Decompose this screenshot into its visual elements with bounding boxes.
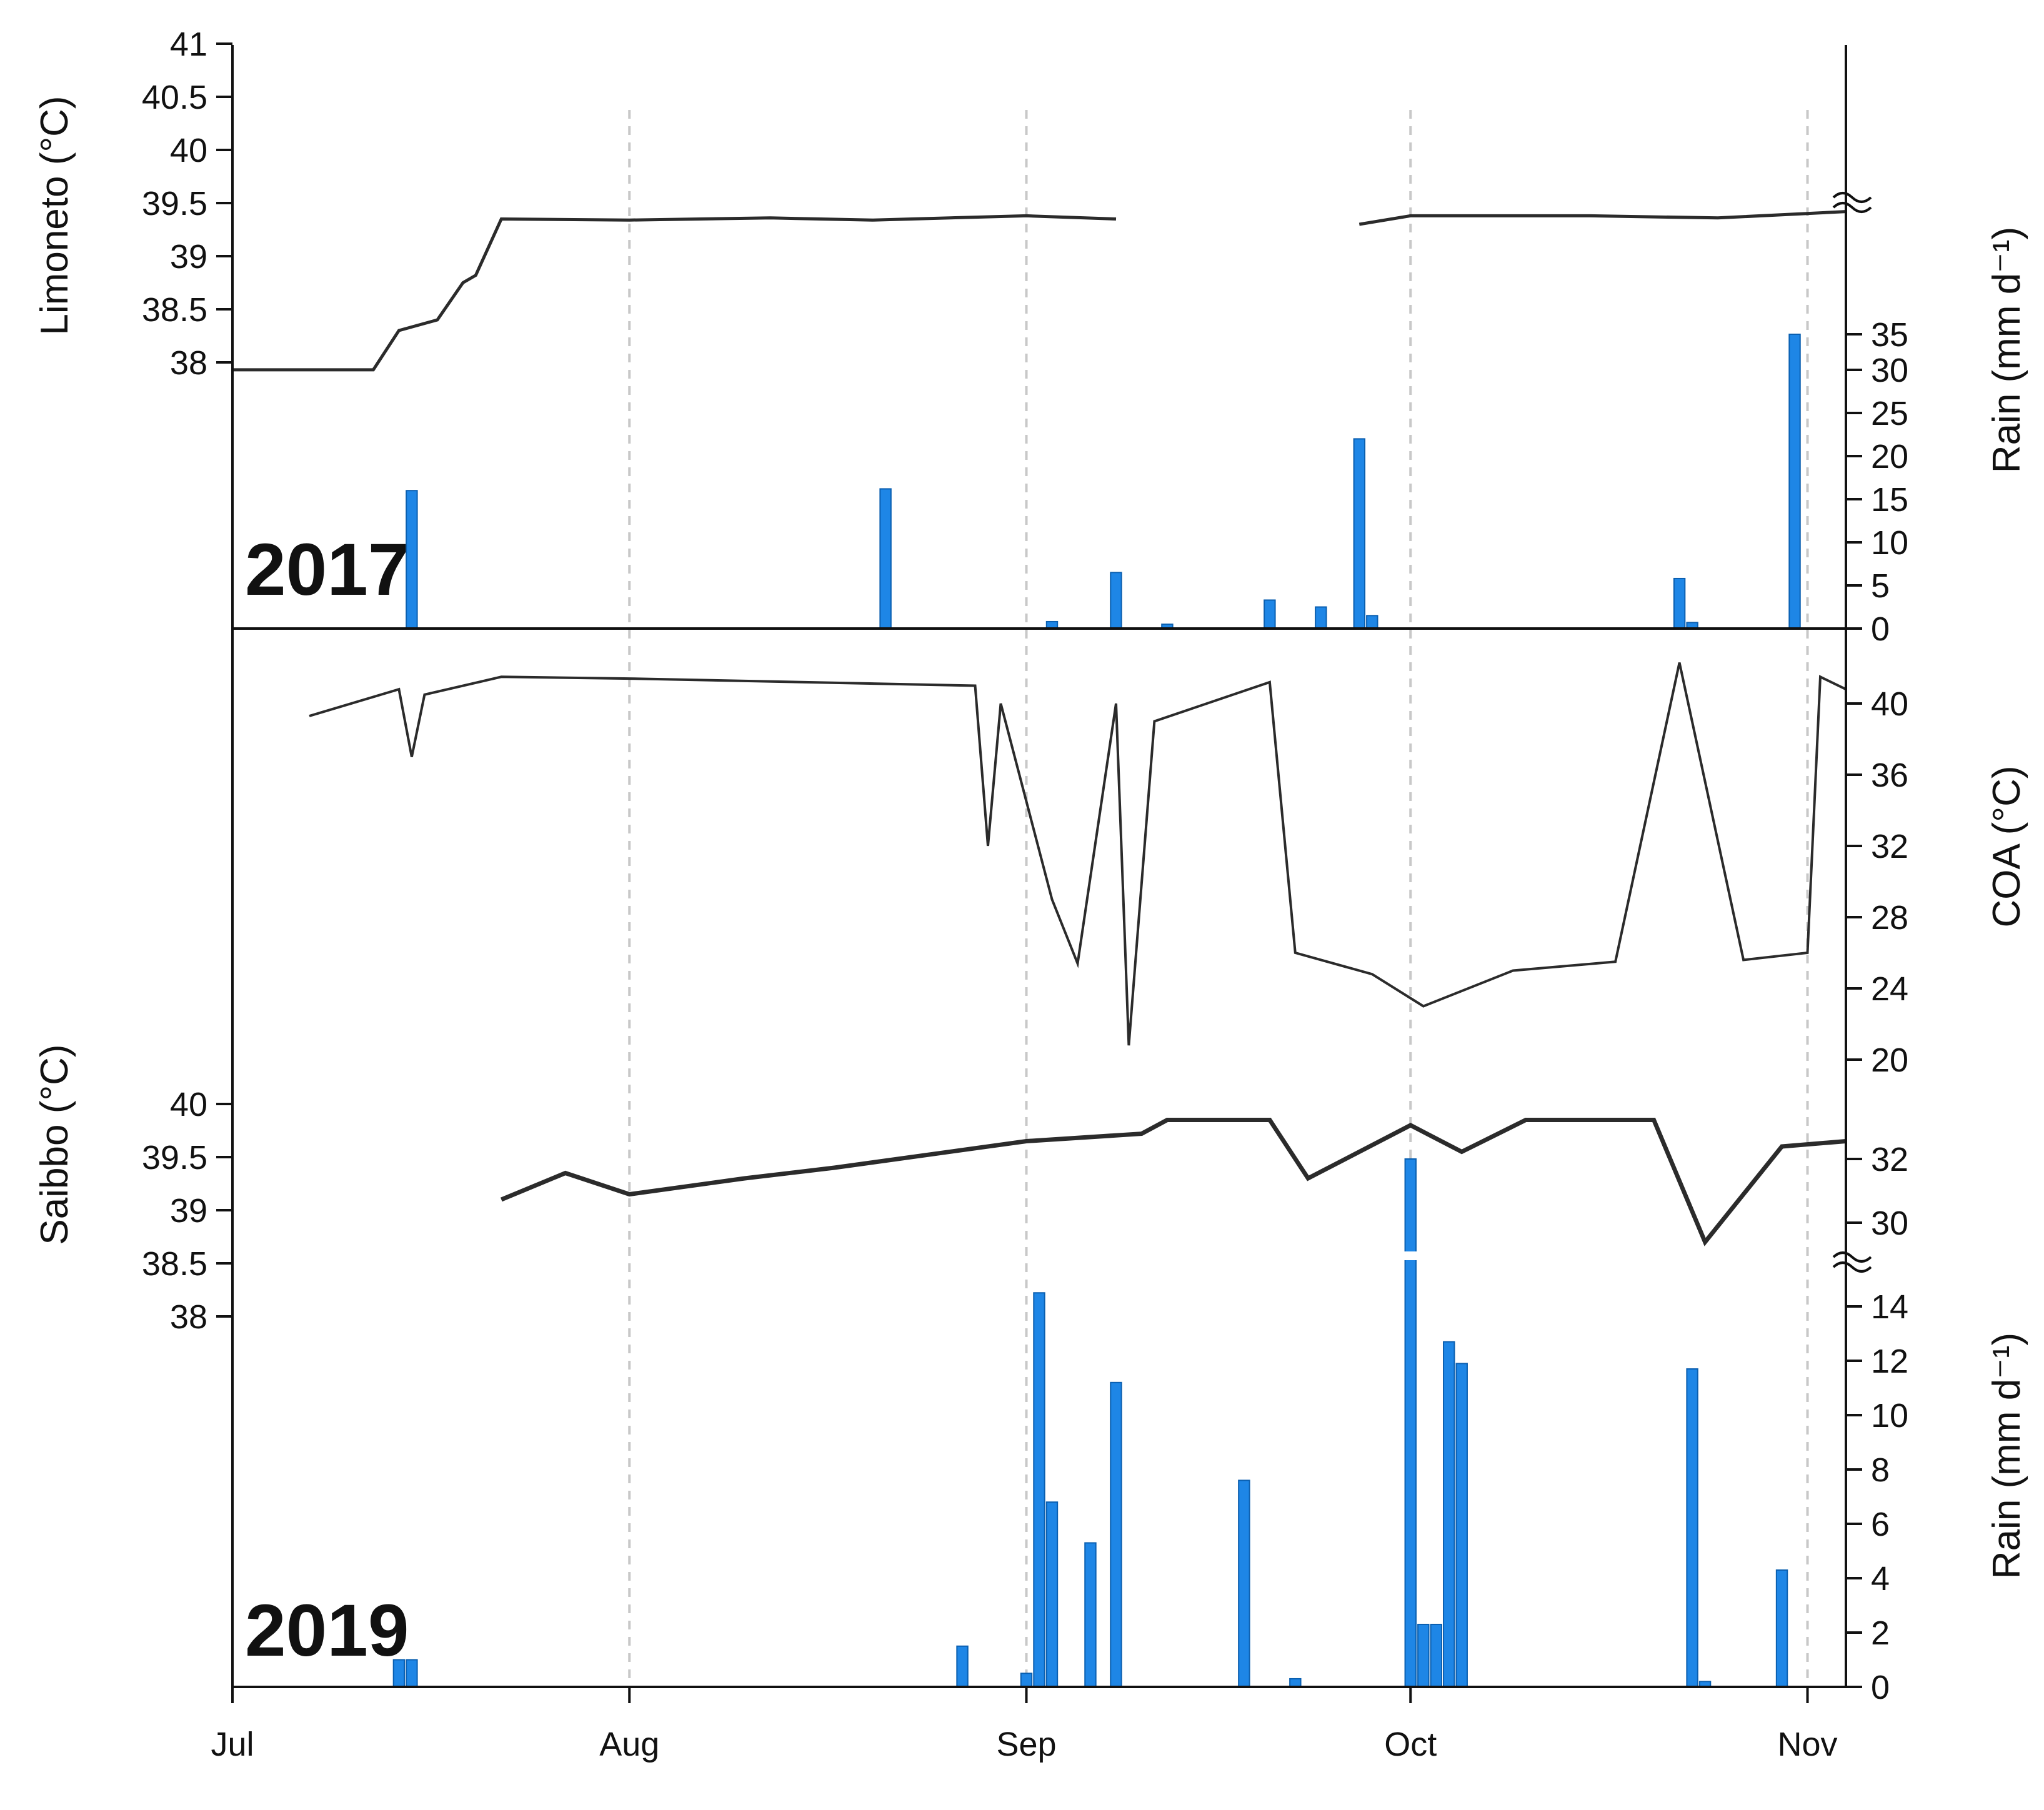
saibbo-axis-title: Saibbo (°C) <box>33 1044 76 1245</box>
p1-rain-bar-7 <box>1353 438 1366 630</box>
limoneto-tick-5: 40.5 <box>142 79 207 116</box>
p2-rain-tick-2: 4 <box>1871 1560 1890 1598</box>
saibbo-tick-4: 40 <box>170 1086 207 1123</box>
p2-rain-tick-4: 8 <box>1871 1451 1890 1489</box>
p2-rain-bar-8 <box>1238 1479 1250 1688</box>
p1-rain-tick-6: 30 <box>1871 352 1908 389</box>
coa-temperature-line <box>309 662 1847 1046</box>
p2-rain-tick-5: 10 <box>1871 1397 1908 1435</box>
coa-tick-4: 36 <box>1871 757 1908 794</box>
p2-rain-bar-7 <box>1110 1381 1122 1688</box>
p2-rain-tick-7: 14 <box>1871 1288 1908 1326</box>
p1-bar-break-0 <box>1787 187 1802 195</box>
limoneto-tick-3: 39.5 <box>142 185 207 222</box>
p2-rain-tick-6: 12 <box>1871 1343 1908 1380</box>
axis-labels: Jul Aug Sep Oct Nov3838.53939.54040.54105101… <box>33 26 2028 1763</box>
p2-rain-bar-11 <box>1417 1623 1430 1688</box>
limoneto-temperature-line <box>232 214 1117 372</box>
limoneto-tick-1: 38.5 <box>142 291 207 329</box>
x-tick-label-4: Nov <box>1778 1726 1838 1763</box>
p1-rain-tick-3: 15 <box>1871 481 1908 519</box>
p1-rain-tick-1: 5 <box>1871 567 1890 605</box>
p1-rain-tick-7: 35 <box>1871 316 1908 354</box>
p1-rain-tick-5: 25 <box>1871 395 1908 432</box>
p1-rain-bar-6 <box>1315 606 1327 629</box>
p2-rain-bar-13 <box>1443 1341 1455 1688</box>
p2-rain-bar-2 <box>956 1645 969 1688</box>
p2-rain-tick-0: 0 <box>1871 1669 1890 1706</box>
p2-rain-bar-12 <box>1430 1623 1442 1688</box>
p2-rain-tick-8: 30 <box>1871 1205 1908 1242</box>
limoneto-tick-2: 39 <box>170 238 207 276</box>
saibbo-temperature-line <box>500 1118 1847 1246</box>
limoneto-temperature-line-2 <box>1359 210 1847 226</box>
p2-axis-break-1 <box>1832 1261 1872 1273</box>
p2-rain-bar-3 <box>1020 1673 1033 1688</box>
p2-rain-bar-14 <box>1455 1363 1468 1688</box>
year-label-2017: 2017 <box>245 529 409 611</box>
p2-rain-bar-6 <box>1084 1542 1097 1688</box>
p2-rain-tick-9: 32 <box>1871 1141 1908 1178</box>
limoneto-tick-4: 40 <box>170 132 207 169</box>
limoneto-tick-6: 41 <box>170 26 207 63</box>
coa-axis-title: COA (°C) <box>1985 765 2028 927</box>
year-label-2019: 2019 <box>245 1589 409 1672</box>
month-gridlines <box>628 110 1809 1687</box>
p2-rain-axis-title: Rain (mm d⁻¹) <box>1985 1333 2028 1579</box>
p1-rain-bar-9 <box>1673 577 1686 630</box>
p1-rain-bar-3 <box>1110 572 1122 629</box>
p1-rain-axis-title: Rain (mm d⁻¹) <box>1985 227 2028 473</box>
p1-axis-break-0 <box>1832 192 1872 203</box>
p1-rain-bar-8 <box>1366 615 1378 629</box>
saibbo-tick-2: 39 <box>170 1192 207 1230</box>
saibbo-tick-3: 39.5 <box>142 1139 207 1176</box>
x-tick-label-3: Oct <box>1384 1726 1437 1763</box>
p2-rain-bar-4 <box>1033 1292 1045 1688</box>
coa-tick-5: 40 <box>1871 685 1908 723</box>
coa-tick-1: 24 <box>1871 970 1908 1008</box>
coa-tick-2: 28 <box>1871 899 1908 937</box>
p2-rain-bar-5 <box>1045 1501 1059 1688</box>
p1-rain-bar-11 <box>1788 334 1801 629</box>
p2-rain-tick-1: 2 <box>1871 1614 1890 1652</box>
p2-bar-break-0 <box>1403 1251 1418 1260</box>
p2-rain-tick-3: 6 <box>1871 1506 1890 1543</box>
p1-rain-bar-5 <box>1264 599 1276 630</box>
p2-rain-bar-10 <box>1404 1158 1417 1688</box>
saibbo-tick-1: 38.5 <box>142 1245 207 1283</box>
coa-tick-0: 20 <box>1871 1042 1908 1079</box>
x-tick-label-2: Sep <box>996 1726 1056 1763</box>
rain-bars <box>392 187 1802 1688</box>
p1-axis-break-1 <box>1832 202 1872 213</box>
temperature-lines <box>232 210 1847 1246</box>
p1-rain-bar-1 <box>879 488 892 629</box>
saibbo-tick-0: 38 <box>170 1298 207 1336</box>
p1-rain-tick-2: 10 <box>1871 524 1908 562</box>
p1-rain-tick-4: 20 <box>1871 438 1908 475</box>
p2-axis-break-0 <box>1832 1251 1872 1263</box>
x-tick-label-1: Aug <box>599 1726 659 1763</box>
axes <box>216 42 1872 1703</box>
limoneto-axis-title: Limoneto (°C) <box>33 96 76 335</box>
limoneto-tick-0: 38 <box>170 344 207 382</box>
coa-tick-3: 32 <box>1871 828 1908 865</box>
p2-rain-bar-17 <box>1775 1569 1788 1688</box>
p2-rain-bar-15 <box>1686 1368 1698 1688</box>
x-tick-label-0: Jul <box>211 1726 254 1763</box>
p1-rain-tick-0: 0 <box>1871 610 1890 648</box>
